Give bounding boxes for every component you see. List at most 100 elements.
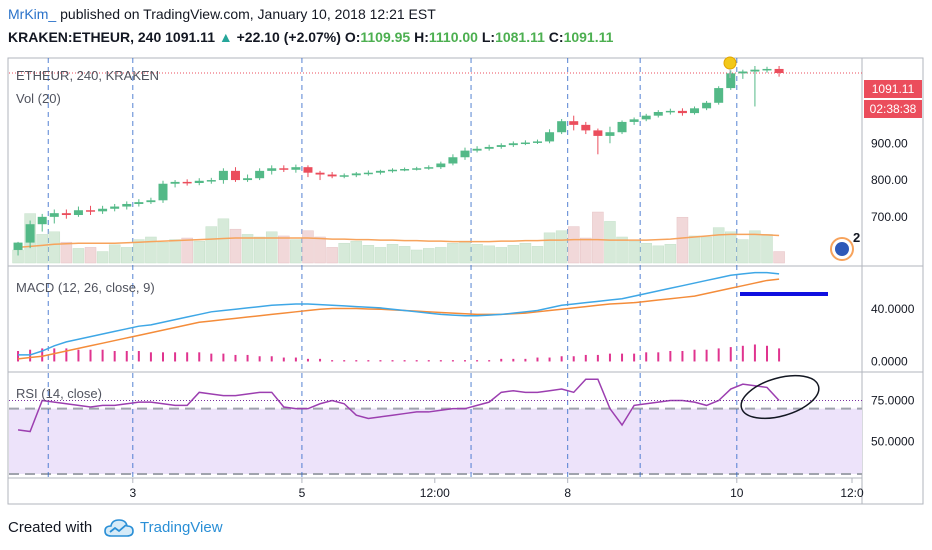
- author-link[interactable]: MrKim_: [8, 6, 57, 22]
- tradingview-cloud-icon[interactable]: [104, 517, 134, 539]
- candle-body: [496, 145, 506, 147]
- candle-body: [13, 242, 23, 250]
- candle-body: [122, 203, 132, 207]
- candle-body: [617, 121, 627, 133]
- volume-bar: [676, 216, 689, 264]
- high-value: 1110.00: [428, 29, 478, 45]
- candle-body: [182, 181, 192, 184]
- volume-bar: [652, 245, 665, 264]
- candle-body: [436, 163, 446, 168]
- volume-bar: [507, 245, 520, 264]
- candle-body: [605, 132, 615, 136]
- symbol-line: KRAKEN:ETHEUR, 240 1091.11 ▲ +22.10 (+2.…: [8, 29, 613, 45]
- candle-body: [303, 167, 313, 173]
- candle-body: [267, 168, 277, 171]
- macd-line: [18, 271, 780, 356]
- candle-body: [581, 124, 591, 131]
- volume-bar: [700, 236, 713, 264]
- candle-body: [508, 143, 518, 146]
- candle-body: [363, 172, 373, 175]
- candle-body: [460, 150, 470, 158]
- volume-bar: [435, 247, 447, 264]
- candle-body: [593, 130, 603, 136]
- countdown-tag-text: 02:38:38: [870, 102, 917, 116]
- candle-body: [424, 167, 434, 169]
- up-arrow-icon: ▲: [218, 29, 233, 45]
- volume-bar: [169, 239, 181, 264]
- time-axis-tick: 3: [129, 486, 136, 500]
- published-text: published on TradingView.com, January 10…: [60, 6, 436, 22]
- candle-body: [206, 180, 216, 182]
- volume-bar: [362, 245, 375, 264]
- price-change: +22.10 (+2.07%): [236, 29, 341, 45]
- rsi-line: [17, 378, 780, 433]
- high-label: H:: [414, 29, 429, 45]
- macd-axis-tick: 40.0000: [871, 302, 915, 316]
- candle-body: [73, 210, 83, 216]
- volume-bar: [519, 242, 532, 264]
- candle-body: [774, 68, 784, 73]
- volume-bar: [688, 235, 701, 264]
- volume-bar: [495, 247, 507, 264]
- volume-bar: [773, 251, 785, 264]
- low-value: 1081.11: [495, 29, 545, 45]
- volume-bar: [314, 236, 326, 264]
- rsi-legend: RSI (14, close): [16, 386, 102, 401]
- volume-bar: [712, 227, 725, 264]
- candle-body: [218, 170, 228, 181]
- candle-body: [641, 115, 651, 120]
- footer: Created with TradingView: [0, 506, 932, 550]
- last-price: 1091.11: [165, 29, 215, 45]
- macd-layer: [17, 271, 781, 362]
- candle-body: [448, 157, 458, 164]
- candle-body: [110, 206, 120, 209]
- candle-body: [762, 68, 772, 71]
- chart-canvas[interactable]: 1000.00900.00800.00700.0040.00000.000075…: [0, 56, 932, 506]
- candle-body: [339, 175, 349, 177]
- volume-bar: [145, 236, 157, 264]
- volume-bar: [302, 230, 314, 264]
- candle-body: [243, 178, 253, 181]
- candle-body: [315, 172, 325, 175]
- price-axis-tick: 700.00: [871, 210, 908, 224]
- candle-body: [158, 183, 168, 201]
- time-axis-tick: 12:0: [840, 486, 864, 500]
- volume-bar: [580, 237, 592, 264]
- volume-bar: [398, 246, 411, 264]
- last-price-tag-text: 1091.11: [872, 82, 915, 96]
- candle-body: [400, 169, 410, 171]
- event-dot[interactable]: [723, 56, 737, 70]
- volume-bar: [157, 241, 169, 264]
- tradingview-brand-link[interactable]: TradingView: [140, 519, 223, 536]
- volume-legend: Vol (20): [16, 91, 61, 106]
- candle-body: [98, 208, 108, 212]
- volume-bar: [278, 235, 290, 264]
- volume-bar: [84, 247, 97, 264]
- volume-bar: [386, 244, 399, 264]
- symbol-name: KRAKEN:ETHEUR, 240: [8, 29, 162, 45]
- volume-bar: [205, 226, 218, 264]
- candle-body: [134, 202, 144, 204]
- chart-area[interactable]: 1000.00900.00800.00700.0040.00000.000075…: [0, 56, 932, 506]
- volume-bar: [483, 245, 495, 264]
- time-axis-tick: 10: [730, 486, 744, 500]
- volume-bar: [217, 218, 230, 264]
- time-axis-tick: 8: [564, 486, 571, 500]
- rsi-annotation-ellipse[interactable]: [736, 368, 823, 427]
- session-lines: [47, 58, 738, 478]
- volume-bar: [36, 234, 48, 264]
- last-price-tag: 1091.11: [864, 80, 922, 98]
- candle-body: [146, 200, 156, 203]
- macd-legend: MACD (12, 26, close, 9): [16, 280, 155, 295]
- macd-axis-tick: 0.0000: [871, 354, 908, 368]
- candle-body: [545, 132, 555, 142]
- volume-bar: [749, 230, 761, 264]
- price-pane-legend: ETHEUR, 240, KRAKEN: [16, 68, 159, 83]
- volume-bar: [350, 240, 363, 264]
- candle-body: [61, 213, 71, 216]
- volume-ma-line: [17, 233, 780, 249]
- volume-bar: [133, 239, 145, 264]
- rsi-axis-tick: 50.0000: [871, 434, 915, 448]
- candle-body: [665, 110, 675, 113]
- event-badge[interactable]: 2: [830, 230, 860, 261]
